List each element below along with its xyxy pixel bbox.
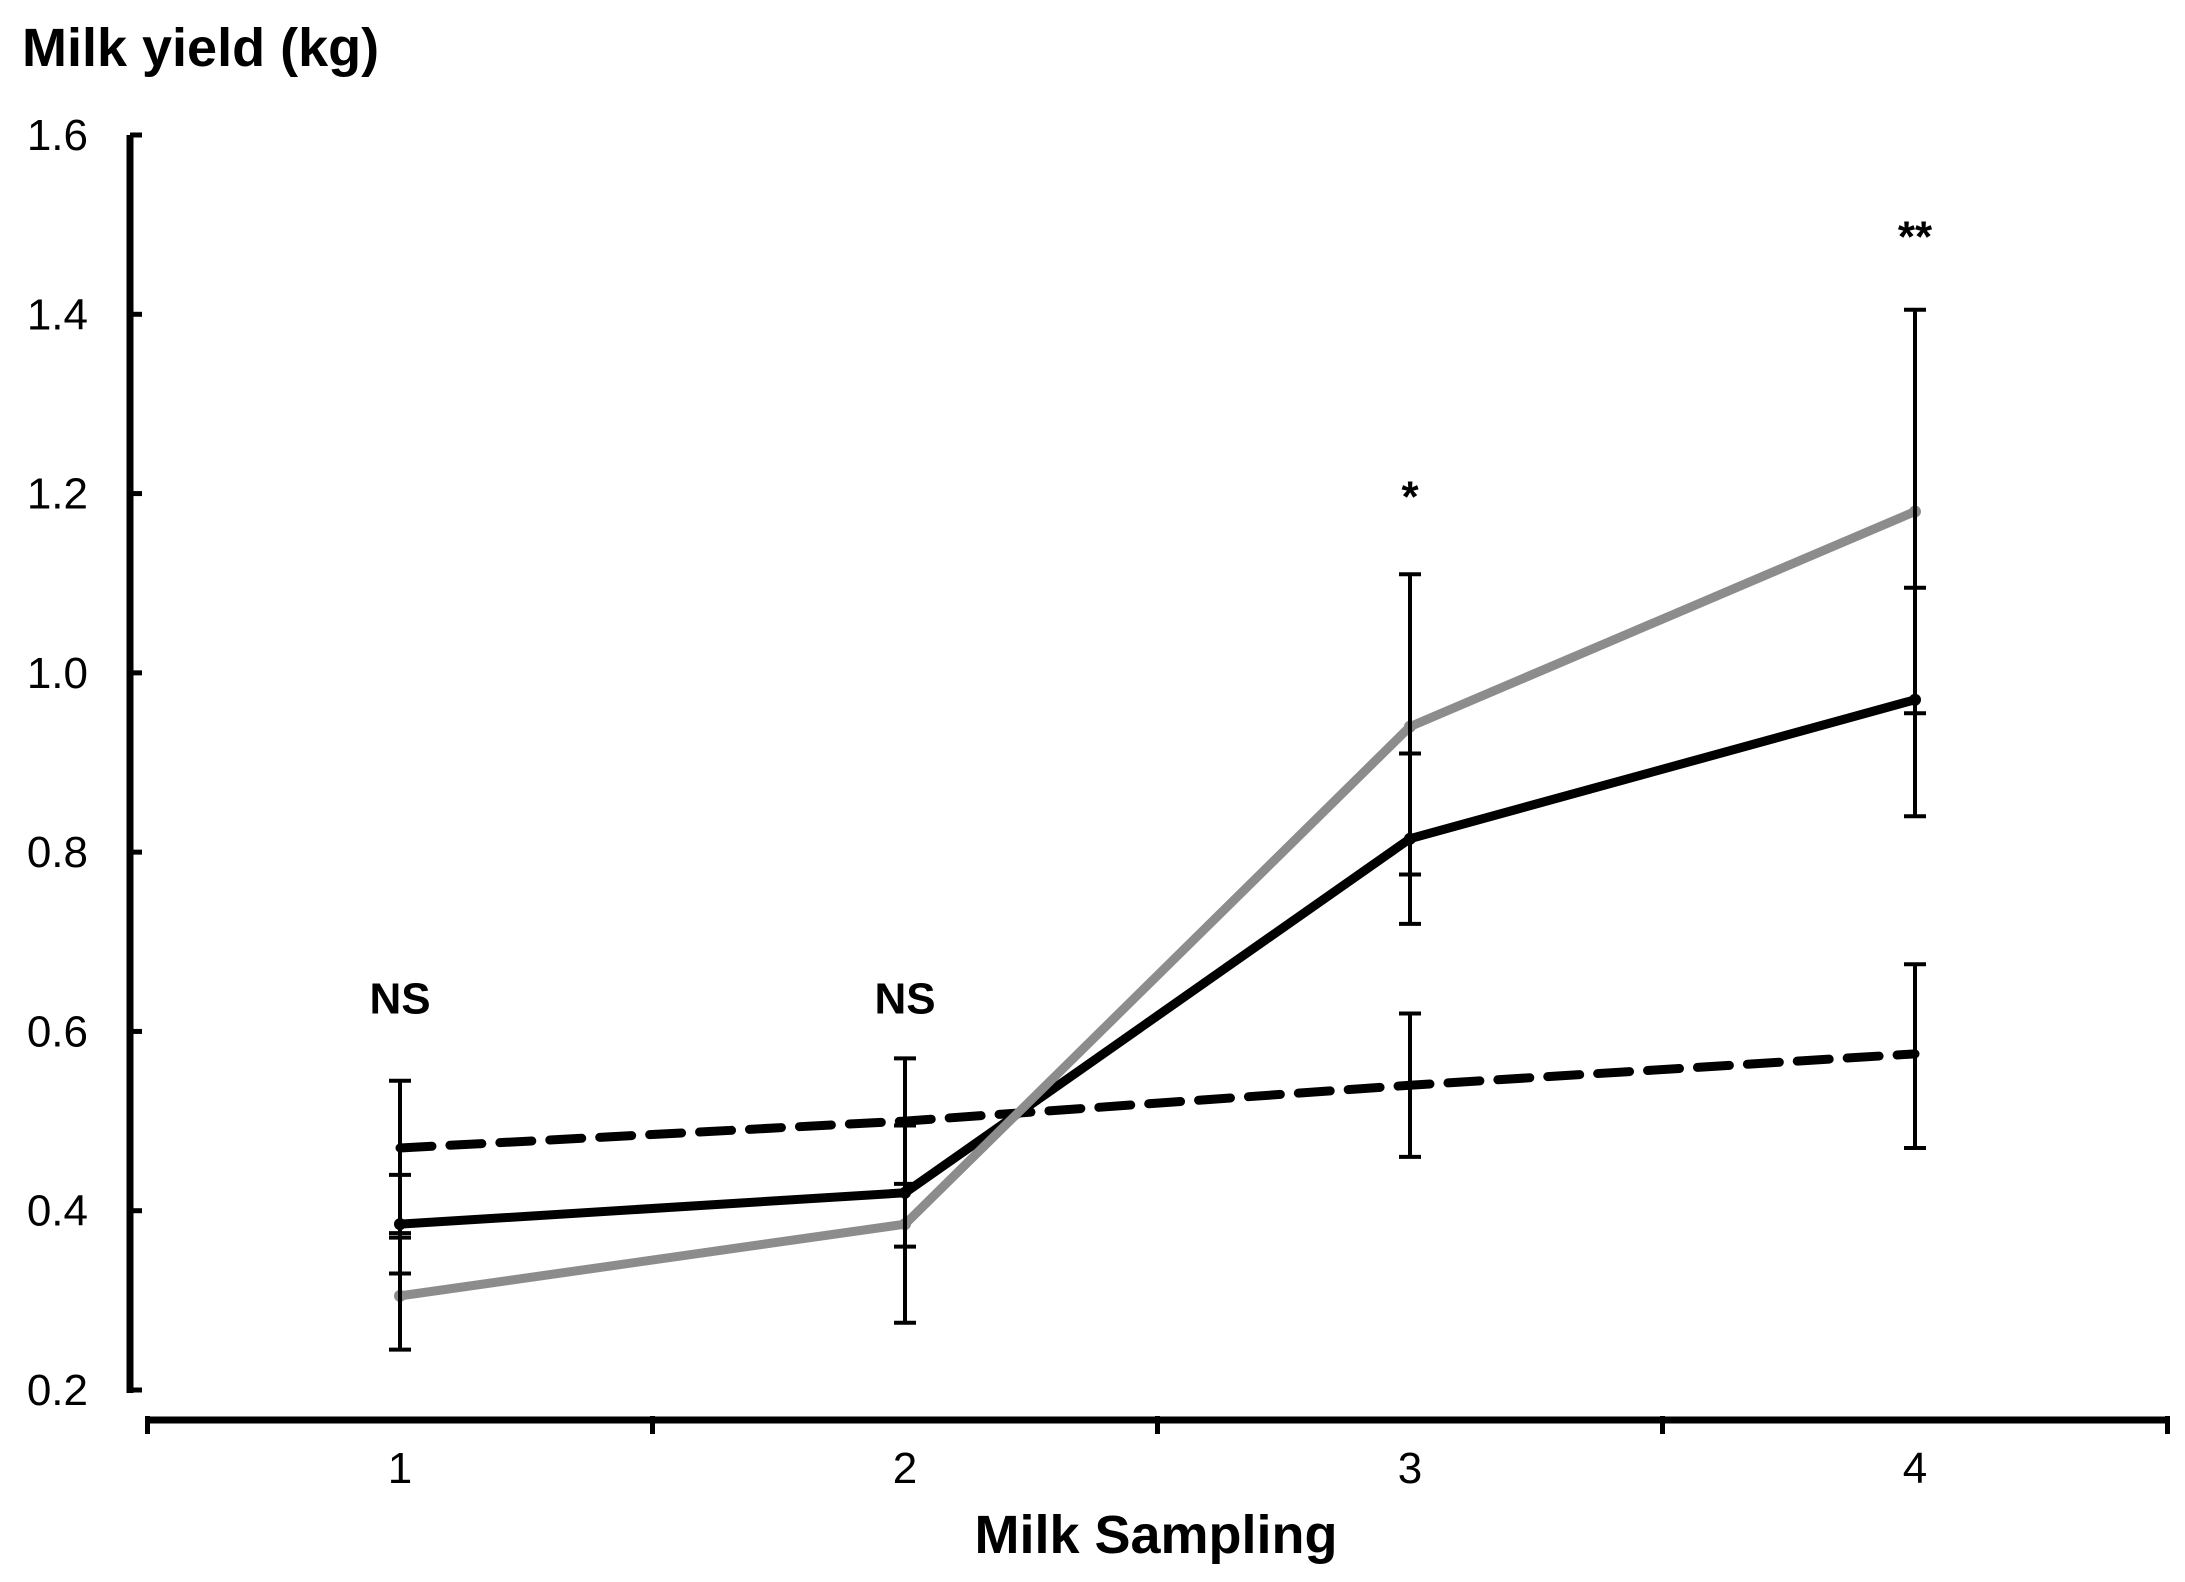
series-layer	[394, 505, 1921, 1302]
y-axis-title: Milk yield (kg)	[22, 18, 379, 78]
series-line-dashed-black	[395, 1049, 1920, 1153]
y-tick-label: 0.2	[27, 1366, 88, 1415]
error-bars	[389, 307, 1926, 1352]
significance-label: **	[1898, 213, 1933, 262]
axes: 0.2 0.4 0.6 0.8 1.0 1.2 1.4 1.6 1 2 3 4	[27, 111, 2170, 1493]
x-tick-label: 3	[1398, 1444, 1422, 1493]
series-line-solid-gray	[395, 507, 1920, 1301]
y-tick-label: 1.2	[27, 470, 88, 519]
significance-label: NS	[369, 975, 430, 1024]
significance-annotations: NS NS***	[369, 213, 1933, 1024]
x-axis-title: Milk Sampling	[974, 1505, 1337, 1565]
significance-label: *	[1401, 473, 1419, 522]
y-tick-label: 1.4	[27, 290, 88, 339]
y-tick-label: 1.0	[27, 649, 88, 698]
significance-label: NS	[874, 975, 935, 1024]
y-tick-label: 1.6	[27, 111, 88, 160]
x-tick-label: 1	[388, 1444, 412, 1493]
y-tick-label: 0.6	[27, 1007, 88, 1056]
x-tick-label: 4	[1903, 1444, 1927, 1493]
series-line-solid-black	[395, 695, 1920, 1229]
y-tick-label: 0.4	[27, 1187, 88, 1236]
y-tick-label: 0.8	[27, 828, 88, 877]
x-tick-label: 2	[893, 1444, 917, 1493]
